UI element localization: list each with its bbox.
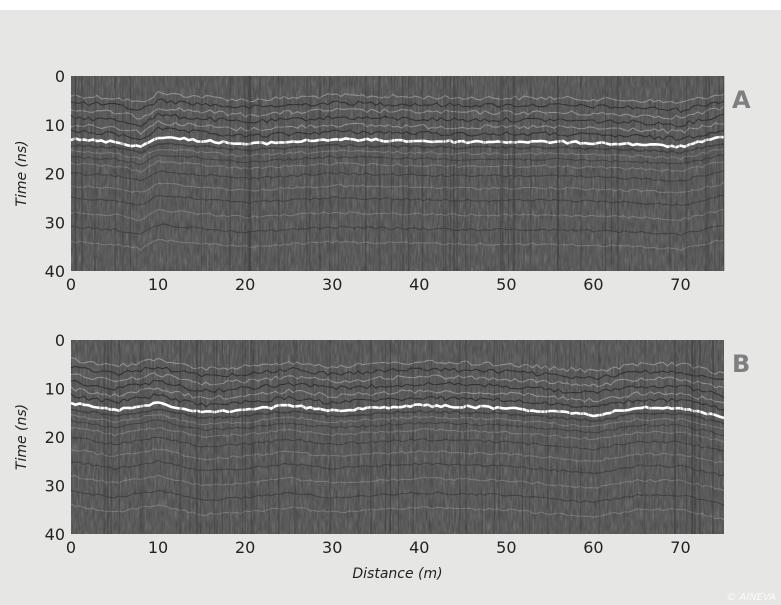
radargram-texture (71, 340, 724, 534)
reflector-layer (70, 98, 725, 113)
reflector-layer (70, 372, 725, 389)
gpr-radargram-figure: 0 10 20 30 40 50 60 70 0 10 20 30 40 A Time (ns) 0 10 20… (14, 67, 776, 603)
reflector-layer (70, 90, 725, 104)
y-tick-label: 0 (55, 67, 65, 86)
reflector-layer (70, 426, 725, 443)
x-tick-label: 30 (322, 275, 342, 294)
x-tick-label: 10 (148, 275, 168, 294)
y-tick-label: 40 (45, 525, 65, 544)
y-tick-label: 30 (45, 477, 65, 496)
y-tick-label: 40 (45, 262, 65, 281)
x-tick-label: 40 (409, 275, 429, 294)
reflector-layer (70, 181, 725, 194)
reflector-layer (70, 436, 725, 452)
x-tick-label: 70 (670, 275, 690, 294)
reflector-layer (70, 223, 725, 237)
reflector-layer (70, 126, 725, 141)
x-tick-label: 50 (496, 538, 516, 557)
x-tick-label: 60 (583, 538, 603, 557)
panel-label-a: A (732, 86, 751, 114)
reflector-layer (70, 154, 725, 166)
y-tick-label: 10 (45, 380, 65, 399)
x-tick-label: 20 (235, 275, 255, 294)
x-axis-label-b: Distance (m) (352, 566, 442, 582)
reflector-layer (70, 474, 725, 491)
reflector-layer (70, 419, 725, 437)
x-tick-label: 50 (496, 275, 516, 294)
reflector-layer (70, 112, 725, 128)
panel-label-b: B (732, 350, 750, 378)
primary-reflector (70, 135, 725, 149)
reflector-layer (70, 105, 725, 120)
reflector-layer (70, 408, 725, 425)
figure-background: 0 10 20 30 40 50 60 70 0 10 20 30 40 A Time (ns) 0 10 20… (0, 10, 781, 605)
y-tick-label: 20 (45, 428, 65, 447)
reflector-layer (70, 148, 725, 161)
copyright-credit: © AINEVA (726, 592, 776, 603)
y-axis-label-b: Time (ns) (14, 404, 30, 470)
reflector-layer (70, 169, 725, 182)
reflector-layer (70, 386, 725, 404)
reflector-layer (70, 448, 725, 464)
x-tick-label: 60 (583, 275, 603, 294)
reflector-layer (70, 459, 725, 477)
reflector-layer (70, 142, 725, 155)
primary-reflector (70, 401, 725, 420)
y-axis-label-a: Time (ns) (14, 140, 30, 206)
x-tick-label: 0 (66, 538, 76, 557)
y-tick-label: 10 (45, 116, 65, 135)
reflector-layer (70, 194, 725, 207)
reflector-layer (70, 159, 725, 173)
x-tick-label: 20 (235, 538, 255, 557)
reflector-layer (70, 489, 725, 506)
reflector-layer (70, 365, 724, 381)
reflector-layer (70, 379, 725, 399)
reflector-layer (70, 208, 725, 222)
x-tick-label: 10 (148, 538, 168, 557)
reflector-layer (70, 503, 725, 521)
panel-a: 0 10 20 30 40 50 60 70 0 10 20 30 40 A Time (ns) (14, 67, 751, 294)
x-tick-label: 30 (322, 538, 342, 557)
reflector-layer (70, 414, 725, 430)
panel-b: 0 10 20 30 40 50 60 70 0 10 20 30 40 B Time (ns) Distan… (14, 331, 750, 582)
y-tick-label: 0 (55, 331, 65, 350)
reflector-layer (70, 120, 724, 135)
y-tick-label: 30 (45, 213, 65, 232)
y-tick-label: 20 (45, 165, 65, 184)
x-tick-label: 70 (670, 538, 690, 557)
reflector-layer (70, 356, 725, 375)
reflector-layer (70, 239, 725, 251)
x-tick-label: 0 (66, 275, 76, 294)
reflector-layer (70, 393, 725, 411)
x-tick-label: 40 (409, 538, 429, 557)
